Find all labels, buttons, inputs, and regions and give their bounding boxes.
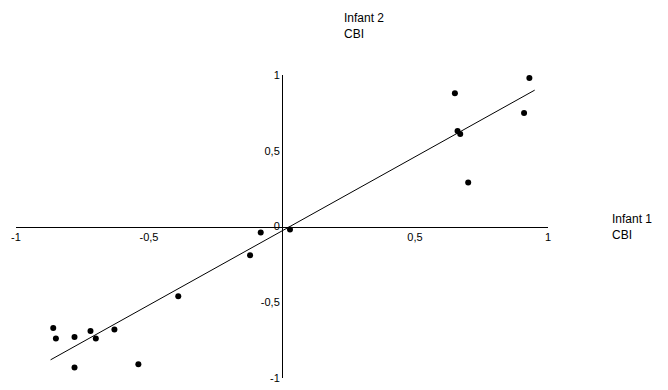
svg-text:Infant 1CBI: Infant 1CBI: [612, 212, 652, 242]
svg-text:-1: -1: [270, 372, 280, 384]
svg-text:0,5: 0,5: [265, 145, 280, 157]
svg-text:-0,5: -0,5: [140, 231, 159, 243]
svg-text:Infant 2CBI: Infant 2CBI: [344, 11, 384, 41]
svg-text:-1: -1: [11, 231, 21, 243]
svg-text:0: 0: [274, 220, 280, 232]
svg-text:0,5: 0,5: [407, 231, 422, 243]
svg-text:-0,5: -0,5: [261, 296, 280, 308]
svg-text:1: 1: [545, 231, 551, 243]
svg-text:1: 1: [274, 69, 280, 81]
